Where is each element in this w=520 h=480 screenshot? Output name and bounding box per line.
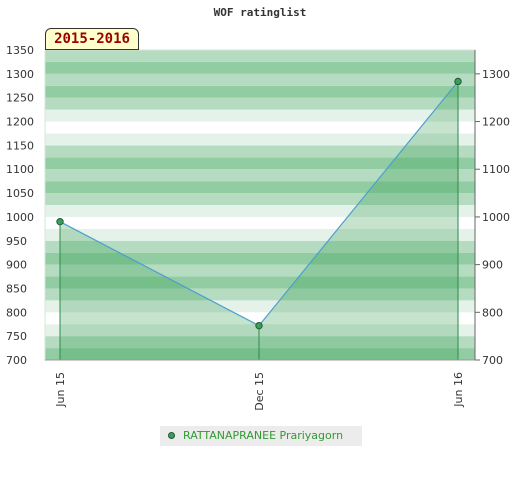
legend-label: RATTANAPRANEE Prariyagorn [183, 429, 344, 442]
grid-band [45, 145, 475, 158]
left-tick-label: 700 [6, 354, 27, 367]
grid-band [45, 300, 475, 313]
grid-band [45, 336, 475, 349]
grid-band [45, 312, 475, 325]
grid-band [45, 73, 475, 86]
left-tick-label: 1050 [6, 187, 34, 200]
grid-band [45, 324, 475, 337]
x-axis: Jun 15 Dec 15 Jun 16 [45, 359, 475, 411]
left-tick-label: 1100 [6, 163, 34, 176]
data-point [56, 217, 64, 226]
left-tick-label: 1250 [6, 92, 34, 105]
left-tick-label: 1000 [6, 211, 34, 224]
series-area-fill [60, 81, 458, 360]
season-badge: 2015-2016 [45, 28, 139, 50]
grid-band [45, 181, 475, 194]
right-y-axis: 700 800 900 1000 1100 1200 1300 [474, 50, 510, 367]
area-series [59, 81, 459, 360]
left-tick-label: 800 [6, 306, 27, 319]
left-tick-label: 1200 [6, 116, 34, 129]
grid-band [45, 50, 475, 62]
grid-band [45, 133, 475, 146]
data-points [56, 77, 462, 330]
right-tick-label: 700 [482, 354, 503, 367]
grid-band [45, 121, 475, 134]
grid-band [45, 61, 475, 74]
grid-band [45, 228, 475, 241]
data-point [454, 77, 462, 86]
grid-band [45, 252, 475, 265]
left-tick-label: 750 [6, 330, 27, 343]
right-tick-label: 1200 [482, 116, 510, 129]
data-point [255, 321, 263, 330]
grid-band [45, 240, 475, 253]
grid-band [45, 276, 475, 289]
chart-title: WOF ratinglist [213, 6, 307, 19]
left-y-axis: 700 750 800 850 900 950 1000 1050 1100 1150 1200 12… [6, 44, 34, 367]
left-tick-label: 950 [6, 235, 27, 248]
x-tick-label: Jun 16 [452, 372, 465, 408]
left-tick-label: 900 [6, 259, 27, 272]
right-tick-label: 1300 [482, 68, 510, 81]
grid-band [45, 157, 475, 170]
grid-band [45, 264, 475, 277]
grid-band [45, 169, 475, 182]
grid-band [45, 109, 475, 122]
left-tick-label: 850 [6, 282, 27, 295]
grid-band [45, 193, 475, 205]
left-tick-label: 1150 [6, 139, 34, 152]
legend-marker-icon [168, 432, 175, 439]
grid-band [45, 348, 475, 360]
left-tick-label: 1350 [6, 44, 34, 57]
grid-band [45, 216, 475, 229]
plot-background [44, 49, 476, 361]
right-tick-label: 1100 [482, 163, 510, 176]
legend[interactable]: RATTANAPRANEE Prariyagorn [160, 426, 362, 446]
x-tick-label: Jun 15 [54, 372, 67, 408]
x-tick-label: Dec 15 [253, 372, 266, 411]
grid-band [45, 85, 475, 98]
grid-band [45, 205, 475, 217]
grid-band [45, 97, 475, 110]
right-tick-label: 1000 [482, 211, 510, 224]
grid-band [45, 288, 475, 301]
left-tick-label: 1300 [6, 68, 34, 81]
right-tick-label: 900 [482, 259, 503, 272]
right-tick-label: 800 [482, 306, 503, 319]
